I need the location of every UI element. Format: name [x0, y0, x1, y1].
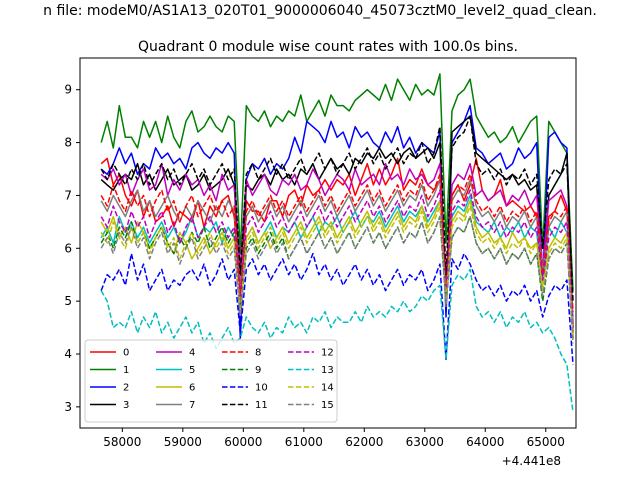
y-tick-label: 3: [64, 400, 72, 414]
axes-frame: [79, 57, 577, 429]
legend-label-3: 3: [123, 400, 129, 411]
legend-label-4: 4: [189, 348, 195, 359]
y-tick-label: 5: [64, 294, 72, 308]
y-tick-label: 9: [64, 83, 72, 97]
legend-label-1: 1: [123, 365, 129, 376]
legend-label-11: 11: [255, 400, 268, 411]
series-line-12: [100, 189, 574, 328]
legend-label-15: 15: [321, 400, 334, 411]
series-line-13: [100, 268, 574, 413]
y-tick-label: 7: [64, 188, 72, 202]
series-line-1: [100, 73, 574, 291]
legend-label-7: 7: [189, 400, 195, 411]
x-tick-label: 63000: [406, 435, 444, 449]
x-axis: 58000 59000 60000 61000 62000 63000 64000 65000: [103, 428, 565, 449]
y-tick-label: 6: [64, 241, 72, 255]
x-tick-label: 62000: [345, 435, 383, 449]
x-tick-label: 60000: [224, 435, 262, 449]
legend-label-2: 2: [123, 383, 129, 394]
series-line-5: [100, 194, 574, 318]
legend-box: [84, 339, 338, 423]
series-line-2: [100, 104, 574, 339]
legend-label-13: 13: [321, 365, 334, 376]
legend-label-5: 5: [189, 365, 195, 376]
series-line-6: [100, 199, 574, 333]
series-line-10: [100, 252, 574, 365]
x-tick-label: 58000: [103, 435, 141, 449]
legend-label-10: 10: [255, 383, 268, 394]
chart-title: Quadrant 0 module wise count rates with …: [138, 39, 518, 55]
legend-label-6: 6: [189, 383, 195, 394]
legend-label-8: 8: [255, 348, 261, 359]
series-line-14: [100, 205, 574, 339]
x-tick-label: 65000: [527, 435, 565, 449]
series-line-8: [100, 173, 574, 312]
series-line-3: [100, 115, 574, 333]
x-tick-label: 64000: [466, 435, 504, 449]
y-tick-label: 8: [64, 136, 72, 150]
series-line-15: [100, 215, 574, 344]
x-offset-label: +4.441e8: [502, 454, 561, 468]
series-lines: [100, 73, 574, 413]
legend-label-9: 9: [255, 365, 261, 376]
legend-label-0: 0: [123, 348, 129, 359]
x-tick-label: 61000: [285, 435, 323, 449]
plot-area: [79, 57, 577, 429]
y-axis: 3 4 5 6 7 8 9: [64, 83, 80, 414]
x-tick-label: 59000: [164, 435, 202, 449]
series-line-11: [100, 115, 574, 302]
legend-label-14: 14: [321, 383, 334, 394]
y-tick-label: 4: [64, 347, 72, 361]
figure-suptitle: n file: modeM0/AS1A13_020T01_9000006040_…: [43, 3, 597, 19]
legend-label-12: 12: [321, 348, 334, 359]
